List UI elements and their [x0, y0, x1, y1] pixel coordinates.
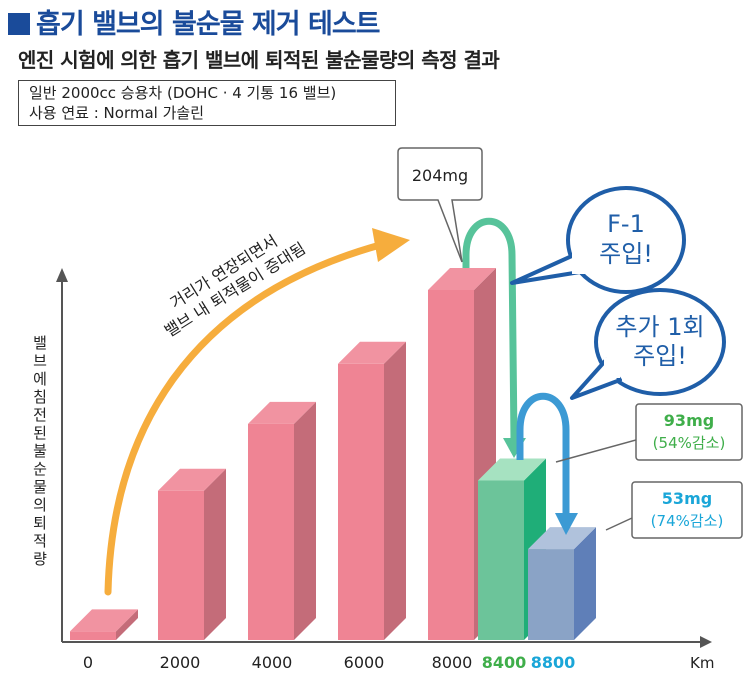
x-tick-8000: 8000: [432, 653, 473, 672]
x-tick-8400: 8400: [482, 653, 527, 672]
test-condition-fuel: 사용 연료 : Normal 가솔린: [29, 104, 204, 122]
peak-callout-text: 204mg: [412, 166, 468, 185]
f1-bubble-line1: F-1: [607, 210, 645, 238]
f1-bubble-tail-mask: [572, 252, 586, 274]
f1-bubble: F-1주입!: [510, 186, 686, 294]
extra-bubble-tail-mask: [604, 358, 620, 378]
bar-side-8800: [574, 527, 596, 640]
test-conditions-box: 일반 2000cc 승용차 (DOHC · 4 기통 16 밸브) 사용 연료 …: [18, 80, 396, 126]
bar-front-0: [70, 631, 116, 640]
peak-callout: 204mg: [397, 147, 483, 263]
bar-8800: [528, 527, 596, 640]
x-tick-2000: 2000: [160, 653, 201, 672]
bar-2000: [158, 468, 226, 640]
result-93-line2: (54%감소): [653, 434, 726, 452]
f1-bubble-line2: 주입!: [599, 240, 653, 268]
bar-side-0: [116, 609, 138, 640]
bar-front-8400: [478, 480, 524, 640]
bar-front-4000: [248, 423, 294, 640]
result-93-line1: 93mg: [664, 411, 714, 430]
x-tick-8800: 8800: [531, 653, 576, 672]
bar-0: [70, 609, 138, 640]
test-condition-vehicle: 일반 2000cc 승용차 (DOHC · 4 기통 16 밸브): [29, 84, 337, 102]
x-tick-0: 0: [83, 653, 93, 672]
x-tick-6000: 6000: [344, 653, 385, 672]
bar-top-8000: [428, 268, 496, 290]
extra-bubble-shape: [594, 288, 726, 396]
bar-side-2000: [204, 468, 226, 640]
trend-arrow-head: [372, 228, 410, 262]
page-title: 흡기 밸브의 불순물 제거 테스트: [8, 2, 381, 41]
bar-top-4000: [248, 401, 316, 424]
page-title-text: 흡기 밸브의 불순물 제거 테스트: [36, 9, 381, 40]
bar-4000: [248, 401, 316, 640]
result-53-callout: 53mg (74%감소): [605, 481, 743, 539]
bar-6000: [338, 341, 406, 640]
page-subtitle: 엔진 시험에 의한 흡기 밸브에 퇴적된 불순물량의 측정 결과: [18, 48, 500, 72]
result-53-box: [631, 481, 743, 539]
peak-callout-box: [397, 147, 483, 263]
result-93-box: [635, 403, 743, 461]
bar-top-8800: [528, 527, 596, 550]
trend-arrow-shaft: [104, 241, 384, 596]
bar-side-4000: [294, 401, 316, 640]
result-53-line2: (74%감소): [651, 512, 724, 530]
result-93-callout: 93mg (54%감소): [555, 403, 743, 463]
x-axis-label: Km: [690, 654, 714, 672]
bar-front-6000: [338, 363, 384, 640]
extra-bubble-line2: 주입!: [633, 342, 687, 370]
x-axis-arrowhead: [700, 636, 712, 648]
bar-top-8400: [478, 458, 546, 481]
f1-bubble-tail: [510, 253, 582, 285]
result-93-leader: [555, 439, 637, 463]
bar-front-8800: [528, 549, 574, 640]
f1-bubble-shape: [566, 186, 686, 294]
bar-top-0: [70, 609, 138, 632]
x-tick-4000: 4000: [252, 653, 293, 672]
result-53-line1: 53mg: [662, 489, 712, 508]
y-axis-arrowhead: [56, 268, 68, 282]
result-53-leader: [605, 517, 633, 531]
extra-arrow-shaft: [516, 392, 570, 515]
bar-top-2000: [158, 468, 226, 491]
extra-arrow-head: [555, 513, 578, 535]
title-square-icon: [8, 13, 30, 35]
bar-side-6000: [384, 341, 406, 640]
extra-bubble-line1: 추가 1회: [615, 313, 704, 341]
bar-front-8000: [428, 290, 474, 640]
f1-arrow-shaft: [462, 217, 518, 441]
bar-top-6000: [338, 341, 406, 364]
bar-front-2000: [158, 490, 204, 640]
